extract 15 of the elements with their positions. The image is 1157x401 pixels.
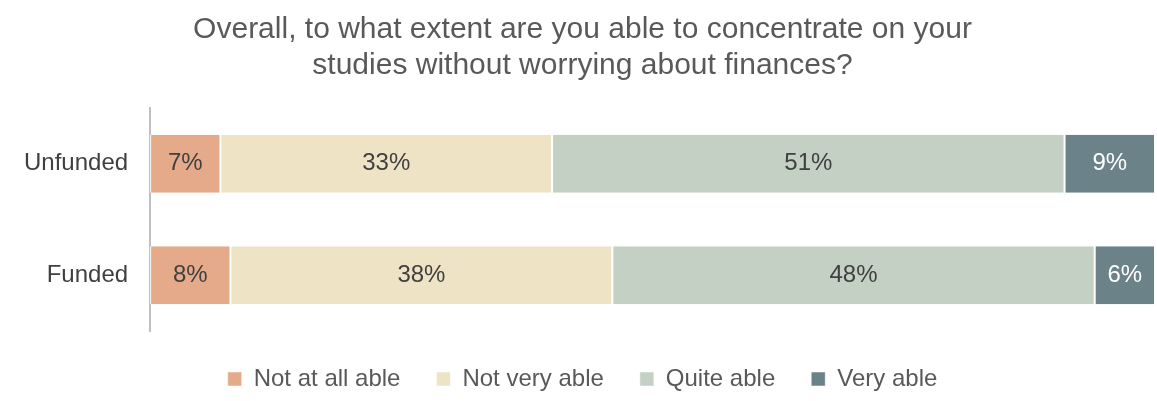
data-label: 7% bbox=[167, 148, 203, 176]
data-label: 9% bbox=[1092, 148, 1128, 176]
data-label: 6% bbox=[1107, 259, 1143, 287]
data-label: 51% bbox=[784, 148, 833, 176]
data-label: 8% bbox=[172, 259, 208, 287]
legend-label: Not at all able bbox=[253, 363, 401, 391]
y-tick-label: Unfunded bbox=[23, 148, 129, 176]
legend-label: Quite able bbox=[665, 363, 776, 391]
legend-label: Very able bbox=[837, 363, 938, 391]
data-label: 33% bbox=[362, 148, 411, 176]
y-tick-label: Funded bbox=[46, 259, 129, 287]
data-label: 48% bbox=[829, 259, 878, 287]
legend-label: Not very able bbox=[462, 363, 604, 391]
data-label: 38% bbox=[397, 259, 446, 287]
chart-title: Overall, to what extent are you able to concentrate on your studies without worrying about finances? bbox=[193, 11, 972, 81]
